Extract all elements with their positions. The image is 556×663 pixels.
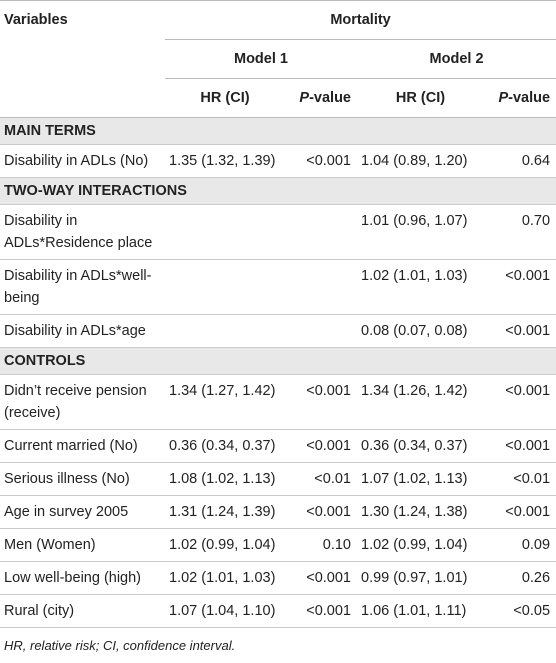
value-cell: 0.64 bbox=[484, 144, 556, 178]
value-cell: 1.06 (1.01, 1.11) bbox=[357, 594, 484, 628]
value-cell: 1.34 (1.26, 1.42) bbox=[357, 374, 484, 430]
variable-cell: Rural (city) bbox=[0, 594, 165, 628]
value-cell: 1.01 (0.96, 1.07) bbox=[357, 204, 484, 260]
value-cell: 1.04 (0.89, 1.20) bbox=[357, 144, 484, 178]
variable-cell: Low well-being (high) bbox=[0, 561, 165, 595]
header-row: Model 1 Model 2 bbox=[0, 39, 556, 79]
value-cell: <0.01 bbox=[484, 462, 556, 496]
header-row: HR (CI) P-value HR (CI) P-value bbox=[0, 78, 556, 118]
variable-cell: Age in survey 2005 bbox=[0, 495, 165, 529]
value-cell: <0.01 bbox=[285, 462, 357, 496]
variable-cell: Men (Women) bbox=[0, 528, 165, 562]
data-row: Disability in ADLs*Residence place 1.01 (… bbox=[0, 204, 556, 260]
data-row: Rural (city) 1.07 (1.04, 1.10) <0.001 1.06 … bbox=[0, 594, 556, 628]
section-title: MAIN TERMS bbox=[0, 117, 556, 145]
header-cell: Model 1 bbox=[165, 39, 357, 79]
footnote: HR, relative risk; CI, confidence interv… bbox=[4, 638, 236, 653]
value-cell: 1.02 (0.99, 1.04) bbox=[357, 528, 484, 562]
value-cell: 1.07 (1.04, 1.10) bbox=[165, 594, 285, 628]
value-cell: <0.001 bbox=[484, 429, 556, 463]
variable-cell: Serious illness (No) bbox=[0, 462, 165, 496]
value-cell: 1.35 (1.32, 1.39) bbox=[165, 144, 285, 178]
variable-cell: Disability in ADLs*Residence place bbox=[0, 204, 165, 260]
header-cell: P-value bbox=[484, 78, 556, 118]
data-row: Serious illness (No) 1.08 (1.02, 1.13) <0.… bbox=[0, 462, 556, 496]
data-row: Disability in ADLs (No) 1.35 (1.32, 1.39)… bbox=[0, 144, 556, 178]
value-cell: <0.001 bbox=[484, 495, 556, 529]
value-cell: <0.001 bbox=[285, 561, 357, 595]
value-cell: <0.05 bbox=[484, 594, 556, 628]
value-cell: 1.07 (1.02, 1.13) bbox=[357, 462, 484, 496]
section-row: CONTROLS bbox=[0, 347, 556, 375]
value-cell: 0.36 (0.34, 0.37) bbox=[165, 429, 285, 463]
data-row: Disability in ADLs*age 0.08 (0.07, 0.08) <… bbox=[0, 314, 556, 348]
value-cell: 0.70 bbox=[484, 204, 556, 260]
data-row: Didn’t receive pension (receive) 1.34 (1.… bbox=[0, 374, 556, 430]
section-row: MAIN TERMS bbox=[0, 117, 556, 145]
value-cell: <0.001 bbox=[285, 429, 357, 463]
value-cell: 0.10 bbox=[285, 528, 357, 562]
section-row: TWO-WAY INTERACTIONS bbox=[0, 177, 556, 205]
table-body: Variables Mortality Model 1 Model 2 HR (CI) P… bbox=[0, 0, 556, 628]
value-cell: 0.08 (0.07, 0.08) bbox=[357, 314, 484, 348]
value-cell bbox=[285, 204, 357, 260]
value-cell: <0.001 bbox=[484, 259, 556, 315]
value-cell: 0.99 (0.97, 1.01) bbox=[357, 561, 484, 595]
header-cell: HR (CI) bbox=[357, 78, 484, 118]
data-row: Disability in ADLs*well-being 1.02 (1.01,… bbox=[0, 259, 556, 315]
data-row: Men (Women) 1.02 (0.99, 1.04) 0.10 1.02 (0.… bbox=[0, 528, 556, 562]
data-row: Low well-being (high) 1.02 (1.01, 1.03) <0… bbox=[0, 561, 556, 595]
variable-cell: Disability in ADLs*age bbox=[0, 314, 165, 348]
value-cell: 0.36 (0.34, 0.37) bbox=[357, 429, 484, 463]
variable-cell: Current married (No) bbox=[0, 429, 165, 463]
variable-cell: Disability in ADLs (No) bbox=[0, 144, 165, 178]
header-cell: P-value bbox=[285, 78, 357, 118]
header-cell: HR (CI) bbox=[165, 78, 285, 118]
header-cell: Variables bbox=[0, 0, 165, 118]
section-title: CONTROLS bbox=[0, 347, 556, 375]
value-cell: 1.02 (0.99, 1.04) bbox=[165, 528, 285, 562]
header-cell: Mortality bbox=[165, 0, 556, 40]
value-cell: <0.001 bbox=[484, 314, 556, 348]
value-cell: 1.08 (1.02, 1.13) bbox=[165, 462, 285, 496]
value-cell: 0.26 bbox=[484, 561, 556, 595]
value-cell: 1.02 (1.01, 1.03) bbox=[357, 259, 484, 315]
value-cell bbox=[165, 259, 285, 315]
value-cell: 1.02 (1.01, 1.03) bbox=[165, 561, 285, 595]
header-row: Variables Mortality bbox=[0, 0, 556, 118]
results-table: Variables Mortality Model 1 Model 2 HR (CI) P… bbox=[0, 0, 556, 628]
value-cell: <0.001 bbox=[285, 594, 357, 628]
variable-cell: Didn’t receive pension (receive) bbox=[0, 374, 165, 430]
value-cell: <0.001 bbox=[285, 144, 357, 178]
value-cell: 1.31 (1.24, 1.39) bbox=[165, 495, 285, 529]
data-row: Age in survey 2005 1.31 (1.24, 1.39) <0.00… bbox=[0, 495, 556, 529]
value-cell: 1.34 (1.27, 1.42) bbox=[165, 374, 285, 430]
value-cell bbox=[165, 204, 285, 260]
data-row: Current married (No) 0.36 (0.34, 0.37) <0.… bbox=[0, 429, 556, 463]
value-cell: <0.001 bbox=[484, 374, 556, 430]
value-cell: 1.30 (1.24, 1.38) bbox=[357, 495, 484, 529]
variable-cell: Disability in ADLs*well-being bbox=[0, 259, 165, 315]
value-cell bbox=[165, 314, 285, 348]
value-cell: <0.001 bbox=[285, 374, 357, 430]
value-cell: <0.001 bbox=[285, 495, 357, 529]
value-cell: 0.09 bbox=[484, 528, 556, 562]
section-title: TWO-WAY INTERACTIONS bbox=[0, 177, 556, 205]
value-cell bbox=[285, 259, 357, 315]
value-cell bbox=[285, 314, 357, 348]
header-cell: Model 2 bbox=[357, 39, 556, 79]
